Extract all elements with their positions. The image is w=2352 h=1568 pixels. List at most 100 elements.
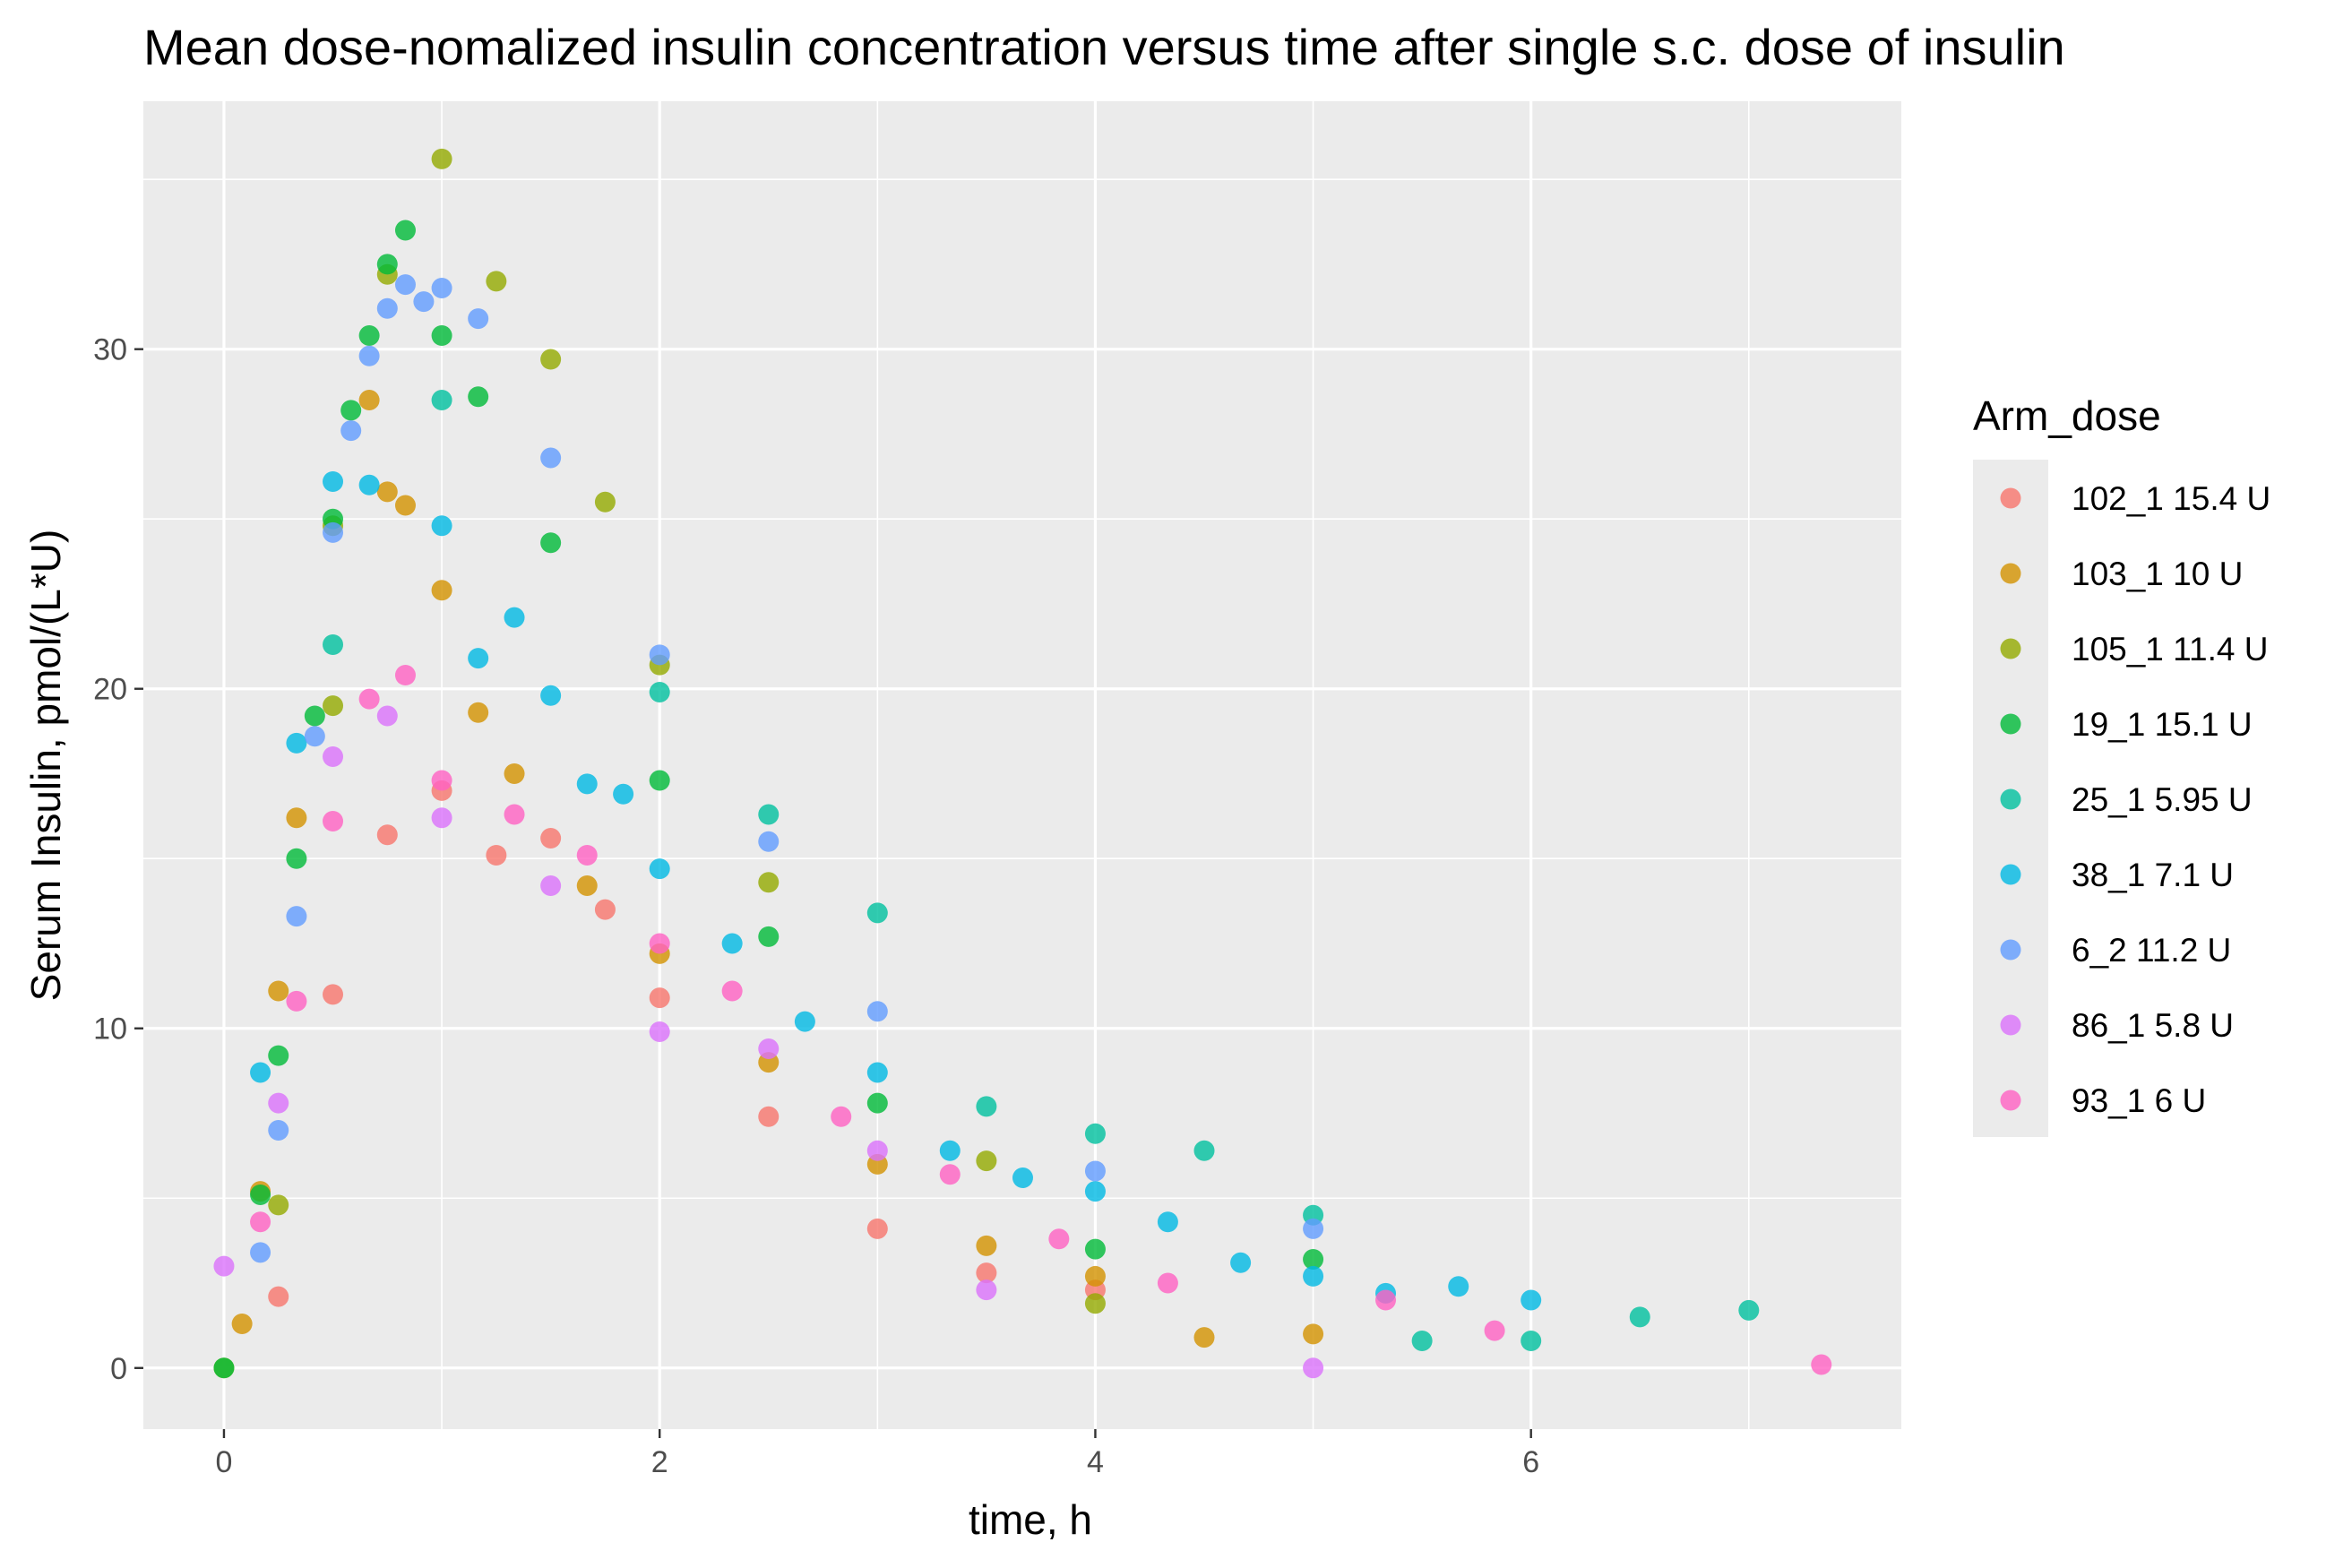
data-point	[468, 648, 489, 669]
data-point	[358, 325, 380, 347]
data-point	[358, 474, 380, 495]
data-point	[468, 702, 489, 723]
data-point	[358, 688, 380, 710]
data-point	[1738, 1299, 1760, 1321]
data-point	[794, 1011, 815, 1032]
data-point	[304, 726, 325, 747]
y-tick-label: 30	[93, 333, 127, 367]
data-point	[1629, 1306, 1650, 1328]
data-point	[468, 308, 489, 330]
data-point	[976, 1235, 997, 1256]
legend-key	[2000, 1090, 2021, 1111]
data-point	[976, 1279, 997, 1301]
data-point	[286, 732, 307, 754]
data-point	[1193, 1327, 1215, 1348]
data-point	[576, 875, 598, 897]
data-point	[649, 933, 670, 954]
data-point	[540, 685, 562, 706]
data-point	[486, 844, 507, 866]
data-point	[649, 858, 670, 880]
data-point	[286, 990, 307, 1012]
data-point	[431, 390, 452, 411]
x-tick-label: 2	[651, 1445, 668, 1479]
data-point	[250, 1184, 271, 1205]
data-point	[1084, 1293, 1106, 1314]
data-point	[268, 1194, 289, 1216]
y-axis-ticks: 0 10 20 30	[93, 333, 143, 1386]
data-point	[323, 984, 344, 1005]
data-point	[340, 400, 362, 421]
data-point	[540, 532, 562, 554]
data-point	[1084, 1265, 1106, 1287]
data-point	[1303, 1248, 1324, 1270]
data-point	[286, 807, 307, 829]
data-point	[939, 1164, 961, 1185]
data-point	[431, 325, 452, 347]
data-point	[1448, 1276, 1469, 1297]
data-point	[758, 831, 780, 852]
data-point	[1303, 1323, 1324, 1345]
data-point	[758, 872, 780, 893]
data-point	[649, 987, 670, 1009]
data-point	[323, 695, 344, 717]
data-point	[576, 773, 598, 795]
data-point	[866, 1140, 888, 1161]
x-tick-label: 6	[1522, 1445, 1539, 1479]
data-point	[213, 1255, 235, 1277]
data-point	[1230, 1252, 1252, 1273]
data-point	[431, 770, 452, 791]
data-point	[1084, 1238, 1106, 1260]
x-tick-label: 0	[215, 1445, 232, 1479]
legend-key	[2000, 788, 2021, 810]
data-point	[250, 1242, 271, 1263]
data-point	[758, 1038, 780, 1059]
data-point	[504, 607, 525, 628]
data-point	[286, 906, 307, 927]
data-point	[394, 274, 416, 296]
data-point	[323, 633, 344, 655]
data-point	[1157, 1211, 1178, 1233]
data-point	[976, 1096, 997, 1117]
legend-label: 103_1 10 U	[2072, 556, 2243, 592]
data-point	[1157, 1272, 1178, 1294]
data-point	[1484, 1320, 1505, 1341]
data-point	[594, 899, 616, 920]
legend-label: 19_1 15.1 U	[2072, 706, 2253, 743]
data-point	[649, 770, 670, 791]
data-point	[304, 705, 325, 727]
data-point	[866, 1092, 888, 1114]
legend-key	[2000, 638, 2021, 659]
data-point	[1303, 1218, 1324, 1239]
data-point	[758, 926, 780, 947]
data-point	[758, 804, 780, 825]
data-point	[594, 491, 616, 513]
legend-key	[2000, 563, 2021, 584]
data-point	[831, 1106, 852, 1127]
data-point	[1303, 1357, 1324, 1379]
data-point	[231, 1314, 253, 1335]
y-tick-label: 10	[93, 1012, 127, 1047]
data-point	[1521, 1289, 1542, 1311]
data-point	[649, 644, 670, 666]
data-point	[540, 349, 562, 370]
data-point	[1375, 1289, 1397, 1311]
x-tick-label: 4	[1087, 1445, 1104, 1479]
data-point	[1411, 1330, 1433, 1351]
data-point	[721, 933, 743, 954]
legend-key	[2000, 1014, 2021, 1036]
y-axis-title: Serum Insulin, pmol/(L*U)	[22, 530, 69, 1002]
data-point	[268, 980, 289, 1002]
data-point	[613, 783, 634, 805]
data-point	[976, 1262, 997, 1284]
data-point	[431, 807, 452, 829]
major-gridlines	[143, 101, 1901, 1429]
legend-label: 102_1 15.4 U	[2072, 480, 2270, 517]
data-point	[431, 515, 452, 537]
legend-key	[2000, 487, 2021, 509]
data-point	[323, 471, 344, 493]
data-point	[323, 746, 344, 768]
x-axis-title: time, h	[969, 1496, 1092, 1543]
data-point	[431, 277, 452, 298]
data-point	[268, 1286, 289, 1307]
chart-title: Mean dose-nomalized insulin concentratio…	[143, 19, 2065, 75]
